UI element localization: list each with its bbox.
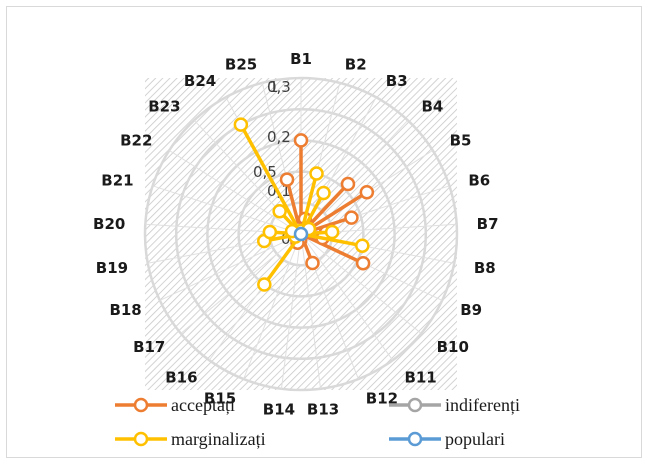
series-spoke-acceptati: [299, 232, 365, 265]
radial-tick-label: 0: [281, 230, 291, 248]
data-point-marginalizati: [262, 224, 278, 240]
legend-label: indiferenți: [445, 395, 520, 415]
category-label: B19: [96, 259, 128, 277]
grid-spoke: [152, 185, 302, 235]
category-label: B21: [101, 172, 133, 190]
category-label: B20: [93, 215, 125, 233]
grid-spoke: [300, 233, 422, 334]
legend-swatch-marker: [133, 431, 149, 447]
grid-spoke: [180, 233, 302, 334]
overlap-tick-label: 1: [269, 78, 279, 96]
grid-spoke: [169, 149, 302, 235]
category-label: B25: [225, 56, 257, 74]
chart-frame: 00,10,20,30,51 B1B2B3B4B5B6B7B8B9B10B11B…: [6, 6, 642, 458]
data-point-marginalizati: [233, 117, 249, 132]
data-point-marginalizati: [355, 238, 370, 253]
category-label: B14: [263, 401, 295, 419]
legend-item-indiferenti: indiferenți: [389, 395, 520, 415]
data-point-marginalizati: [257, 277, 272, 292]
category-label: B22: [120, 132, 152, 150]
legend-swatch-marker: [407, 397, 423, 413]
legend-item-marginalizati: marginalizați: [115, 429, 266, 449]
series-spoke-marginalizati: [239, 122, 303, 236]
grid-spoke: [159, 233, 302, 301]
category-label: B2: [345, 56, 367, 74]
data-point-marginalizati: [309, 166, 324, 181]
category-label: B6: [468, 172, 490, 190]
series-spoke-marginalizati: [299, 232, 365, 248]
data-point-marginalizati: [324, 224, 340, 240]
radar-chart: 00,10,20,30,51 B1B2B3B4B5B6B7B8B9B10B11B…: [93, 50, 520, 449]
data-point-marginalizati: [272, 204, 287, 219]
grid-spoke: [300, 233, 322, 389]
category-label: B9: [460, 301, 482, 319]
category-label: B12: [366, 390, 398, 408]
data-point-acceptati: [279, 172, 295, 187]
series-spoke-marginalizati: [299, 171, 319, 236]
legend-swatch-marker: [407, 431, 423, 447]
radial-tick-label: 0,3: [267, 78, 291, 96]
data-point-acceptati: [344, 210, 359, 225]
data-point-acceptati: [340, 176, 356, 192]
data-point-acceptati: [293, 133, 309, 148]
data-point-marginalizati: [316, 185, 331, 201]
data-point-acceptati: [305, 255, 320, 271]
data-point-acceptati: [355, 255, 371, 271]
category-label: B1: [290, 50, 312, 68]
category-label: B23: [148, 98, 180, 116]
legend-label: acceptați: [171, 395, 235, 415]
category-label: B18: [109, 301, 141, 319]
category-label: B3: [386, 72, 408, 90]
category-label: B24: [184, 72, 216, 90]
radial-tick-label: 0,2: [267, 128, 291, 146]
category-label: B7: [477, 215, 499, 233]
data-point-origin: [293, 226, 309, 242]
legend-label: marginalizați: [171, 429, 266, 449]
legend-item-populari: populari: [389, 429, 505, 449]
category-label: B5: [450, 132, 472, 150]
legend-label: populari: [445, 429, 505, 449]
legend-swatch-marker: [133, 397, 149, 413]
category-label: B16: [165, 368, 197, 386]
grid-spoke: [280, 233, 302, 389]
category-label: B4: [421, 98, 443, 116]
category-label: B11: [404, 368, 436, 386]
grid-spoke: [243, 233, 302, 380]
legend-item-acceptati: acceptați: [115, 395, 235, 415]
data-point-acceptati: [359, 184, 375, 200]
category-label: B10: [437, 338, 469, 356]
category-label: B15: [204, 390, 236, 408]
category-label: B17: [133, 338, 165, 356]
category-label: B8: [474, 259, 496, 277]
category-label: B13: [307, 401, 339, 419]
grid-spoke: [300, 233, 394, 361]
